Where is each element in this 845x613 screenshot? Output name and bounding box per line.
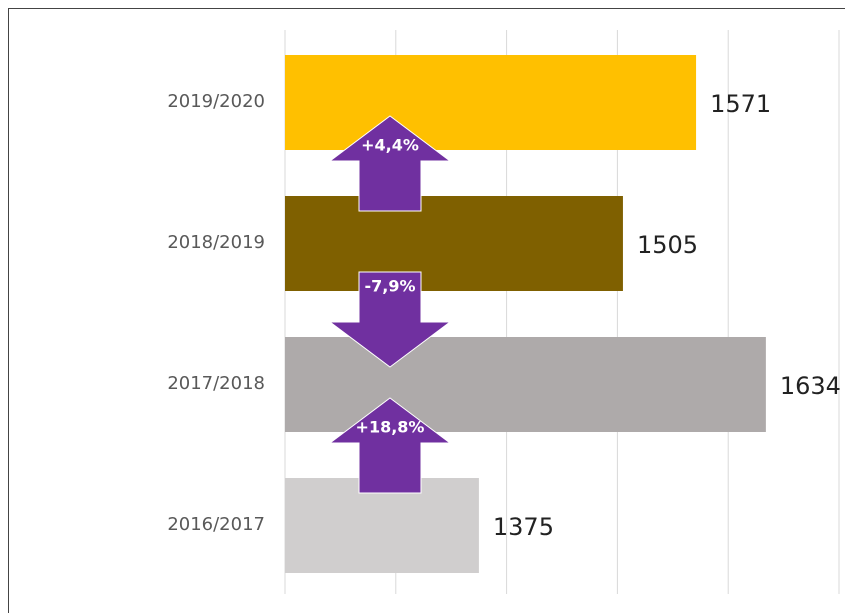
change-label: +4,4% (361, 136, 419, 155)
category-label: 2019/2020 (167, 91, 265, 112)
change-label: +18,8% (356, 418, 425, 437)
category-label: 2017/2018 (167, 373, 265, 394)
value-label: 1505 (637, 231, 698, 259)
bar (285, 478, 479, 573)
change-arrow (328, 397, 452, 494)
value-label: 1634 (780, 372, 841, 400)
value-label: 1571 (710, 90, 771, 118)
category-label: 2018/2019 (167, 232, 265, 253)
bar (285, 196, 623, 291)
change-arrow (328, 115, 452, 212)
value-label: 1375 (493, 513, 554, 541)
category-label: 2016/2017 (167, 514, 265, 535)
bar (285, 55, 697, 150)
change-label: -7,9% (364, 277, 415, 296)
change-arrow (328, 271, 452, 368)
